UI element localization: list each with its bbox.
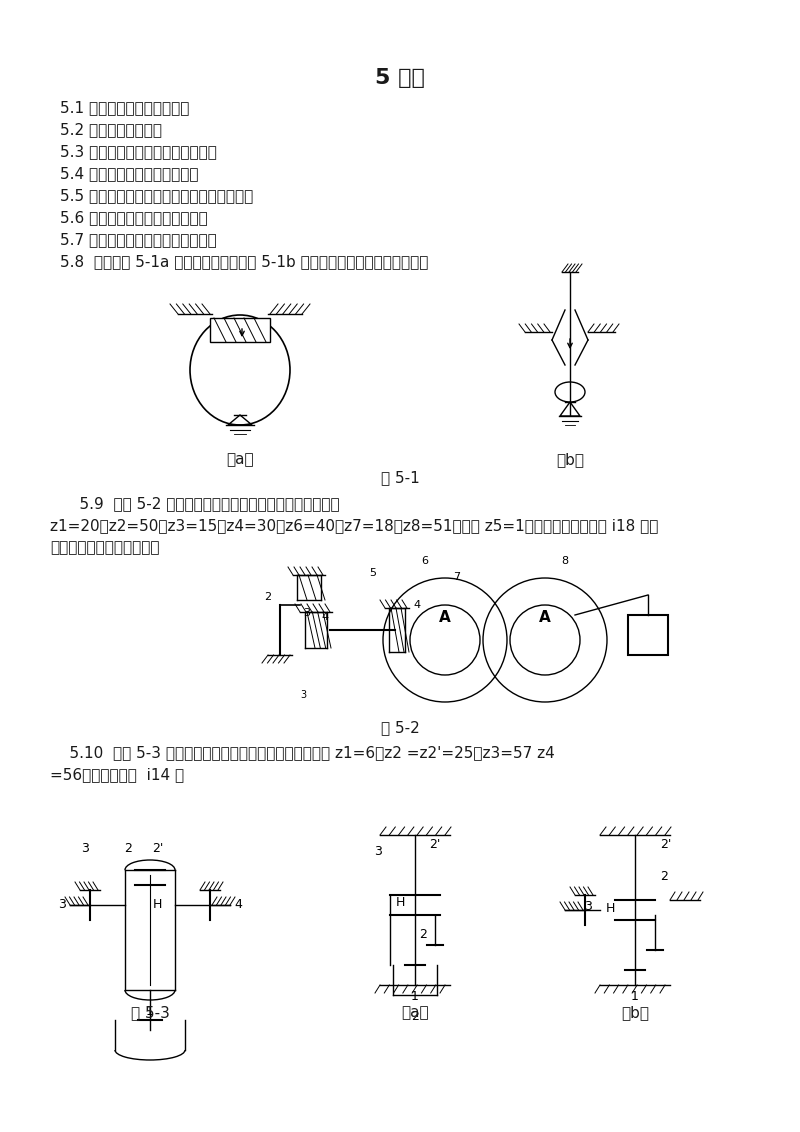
Text: （a）: （a） [401, 1005, 429, 1020]
Text: 2': 2' [660, 838, 671, 851]
Text: （b）: （b） [621, 1005, 649, 1020]
Text: （b）: （b） [556, 452, 584, 468]
Text: 图 5-2: 图 5-2 [381, 720, 419, 735]
Bar [628, 615, 668, 655]
Text: 5.10  在图 5-3 所示的电动三爪卡盘复合轮系中，设已知 z1=6，z2 =z2'=25，z3=57 z4: 5.10 在图 5-3 所示的电动三爪卡盘复合轮系中，设已知 z1=6，z2 =… [50, 745, 554, 760]
Text: 5.6 正、负号机构，哪种效率高？: 5.6 正、负号机构，哪种效率高？ [60, 211, 208, 225]
Text: 图 5-3: 图 5-3 [130, 1005, 170, 1020]
Text: =56。试求传动比  i14 。: =56。试求传动比 i14 。 [50, 767, 184, 782]
Text: 3: 3 [300, 691, 306, 700]
Text: H: H [395, 895, 405, 909]
Text: 5.2 惰轮起什么作用？: 5.2 惰轮起什么作用？ [60, 122, 162, 137]
Text: 8: 8 [562, 556, 569, 566]
Text: H: H [153, 899, 162, 911]
Text: 5.8  试确定图 5-1a 中蜗轮的转向，及图 5-1b 中蜗杆和蜗轮的螺旋线的旋向。: 5.8 试确定图 5-1a 中蜗轮的转向，及图 5-1b 中蜗杆和蜗轮的螺旋线的… [60, 254, 428, 269]
Text: 5.4 什么是周转轮系转化轮系？: 5.4 什么是周转轮系转化轮系？ [60, 166, 198, 181]
Text: 7: 7 [454, 572, 461, 582]
Text: 5.5 如何判断周转轮系主从动件的转向关系？: 5.5 如何判断周转轮系主从动件的转向关系？ [60, 188, 254, 203]
Text: 5.9  如图 5-2 所示为一手摇提升装置，已知各轮齿数为：: 5.9 如图 5-2 所示为一手摇提升装置，已知各轮齿数为： [60, 496, 340, 511]
Text: 4: 4 [413, 600, 420, 610]
Text: 图 5-1: 图 5-1 [381, 470, 419, 484]
Text: 2: 2 [660, 871, 668, 883]
Text: 5.7 同心条件应满足的公式是什么？: 5.7 同心条件应满足的公式是什么？ [60, 232, 217, 247]
Text: 2: 2 [265, 592, 271, 602]
Text: 1: 1 [411, 990, 419, 1003]
Text: 1: 1 [631, 990, 639, 1003]
Text: 3: 3 [584, 900, 592, 914]
Text: 4: 4 [234, 899, 242, 911]
Text: 5.1 轮系的分类依据是什么？: 5.1 轮系的分类依据是什么？ [60, 100, 190, 115]
Text: A: A [439, 610, 451, 626]
Text: 2: 2 [419, 928, 427, 941]
Text: 3: 3 [303, 608, 310, 618]
Text: 3: 3 [81, 842, 89, 855]
Text: 2': 2' [430, 838, 441, 851]
Text: 3: 3 [374, 844, 382, 858]
Text: 2: 2 [411, 1010, 419, 1023]
Text: 3: 3 [58, 899, 66, 911]
Text: 2: 2 [124, 842, 132, 855]
Bar [210, 318, 270, 342]
Text: 6: 6 [422, 556, 429, 566]
Text: 2': 2' [152, 842, 164, 855]
Text: A: A [539, 610, 551, 626]
Text: 5 轮系: 5 轮系 [375, 68, 425, 88]
Text: H: H [606, 901, 615, 915]
Text: 定提升重物时手柄的转向。: 定提升重物时手柄的转向。 [50, 540, 159, 555]
Text: （a）: （a） [226, 452, 254, 468]
Text: z1=20，z2=50，z3=15，z4=30，z6=40，z7=18，z8=51，蜗杆 z5=1，右旋，试求传动比 i18 并确: z1=20，z2=50，z3=15，z4=30，z6=40，z7=18，z8=5… [50, 518, 658, 533]
Text: 5.3 蜗轮蜗杆转向判断方法是什么？: 5.3 蜗轮蜗杆转向判断方法是什么？ [60, 144, 217, 158]
Text: 4: 4 [322, 612, 329, 621]
Text: 5: 5 [370, 568, 377, 578]
Text: 1: 1 [146, 1005, 154, 1018]
